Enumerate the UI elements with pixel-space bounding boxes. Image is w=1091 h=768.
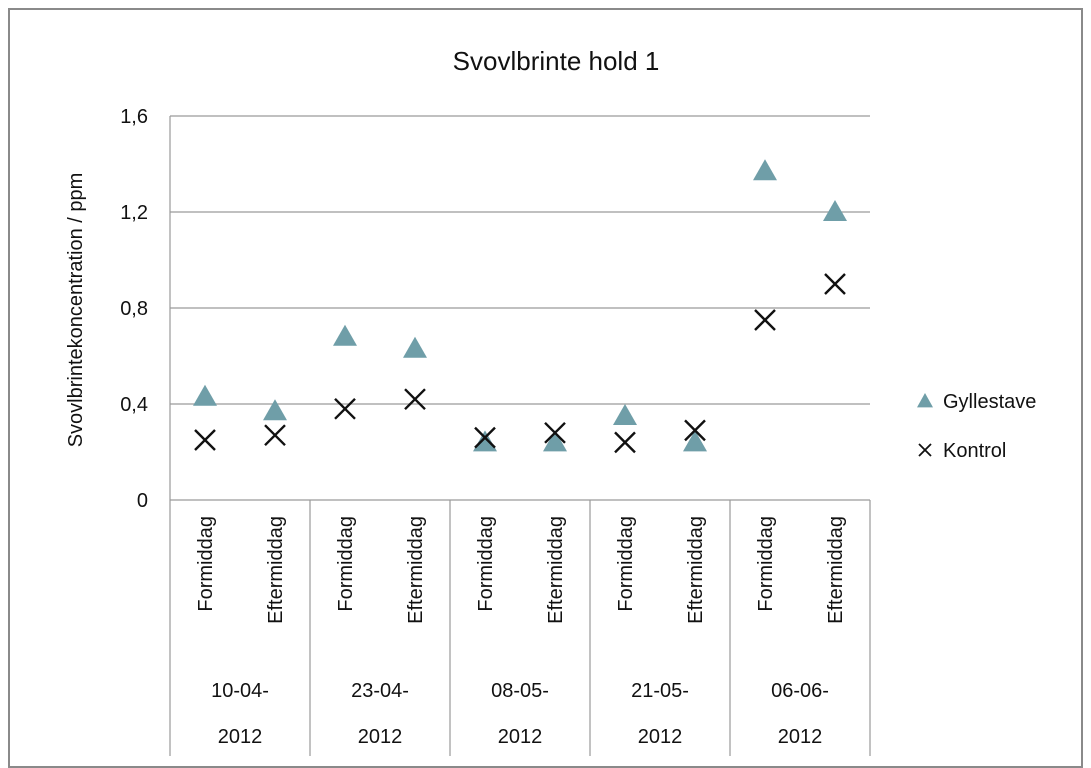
y-tick-label: 1,2 xyxy=(120,202,148,224)
kontrol-point xyxy=(544,421,566,444)
x-category-axis: Formiddag Eftermiddag 10-04- 2012 Formiddag E… xyxy=(169,500,871,756)
kontrol-point xyxy=(824,273,846,295)
y-tick-label: 0,4 xyxy=(120,394,148,416)
gyllestave-point xyxy=(263,399,287,421)
chart-title: Svovlbrinte hold 1 xyxy=(453,46,660,76)
x-tick-label: Eftermiddag xyxy=(685,516,707,624)
x-tick-label: Eftermiddag xyxy=(405,516,427,624)
legend-label: Kontrol xyxy=(943,440,1006,462)
x-tick-label: Formiddag xyxy=(195,516,217,612)
kontrol-point xyxy=(614,431,636,454)
x-group-label: 2012 xyxy=(778,726,823,748)
legend-marker-triangle xyxy=(917,393,933,408)
x-tick-label: Formiddag xyxy=(615,516,637,612)
x-tick-label: Formiddag xyxy=(335,516,357,612)
data-marks xyxy=(193,159,847,454)
legend-marker-x xyxy=(918,443,932,457)
x-group-label: 06-06- xyxy=(771,680,829,702)
kontrol-point xyxy=(474,426,496,449)
gyllestave-point xyxy=(543,430,567,452)
kontrol-point xyxy=(334,397,356,420)
x-group-label: 10-04- xyxy=(211,680,269,702)
gyllestave-point xyxy=(403,336,427,358)
gyllestave-point xyxy=(333,324,357,346)
x-group-label: 08-05- xyxy=(491,680,549,702)
gyllestave-point xyxy=(683,430,707,452)
y-tick-label: 0 xyxy=(137,490,148,512)
y-tick-label: 0,8 xyxy=(120,298,148,320)
x-group-label: 2012 xyxy=(498,726,543,748)
gyllestave-point xyxy=(823,200,847,221)
gyllestave-point xyxy=(193,384,217,406)
x-group-label: 2012 xyxy=(358,726,403,748)
x-group-label: 2012 xyxy=(638,726,683,748)
legend-label: Gyllestave xyxy=(943,391,1036,413)
x-group-label: 21-05- xyxy=(631,680,689,702)
gridlines xyxy=(169,115,870,501)
x-group-label: 23-04- xyxy=(351,680,409,702)
gyllestave-point xyxy=(613,404,637,425)
x-tick-label: Formiddag xyxy=(475,516,497,612)
x-tick-label: Eftermiddag xyxy=(265,516,287,624)
chart-frame xyxy=(8,8,1083,768)
kontrol-point xyxy=(264,424,286,447)
x-tick-label: Eftermiddag xyxy=(545,516,567,624)
gyllestave-point xyxy=(473,430,497,452)
x-group-label: 2012 xyxy=(218,726,263,748)
y-tick-labels: 0 0,4 0,8 1,2 1,6 xyxy=(120,106,148,512)
y-axis-label: Svovlbrintekoncentration / ppm xyxy=(65,173,87,448)
kontrol-point xyxy=(754,309,776,331)
x-tick-label: Eftermiddag xyxy=(825,516,847,624)
gyllestave-point xyxy=(753,159,777,181)
x-tick-label: Formiddag xyxy=(755,516,777,612)
kontrol-point xyxy=(194,429,216,451)
legend: Gyllestave Kontrol xyxy=(917,391,1036,462)
kontrol-point xyxy=(684,419,706,442)
kontrol-point xyxy=(404,388,426,411)
y-tick-label: 1,6 xyxy=(120,106,148,128)
